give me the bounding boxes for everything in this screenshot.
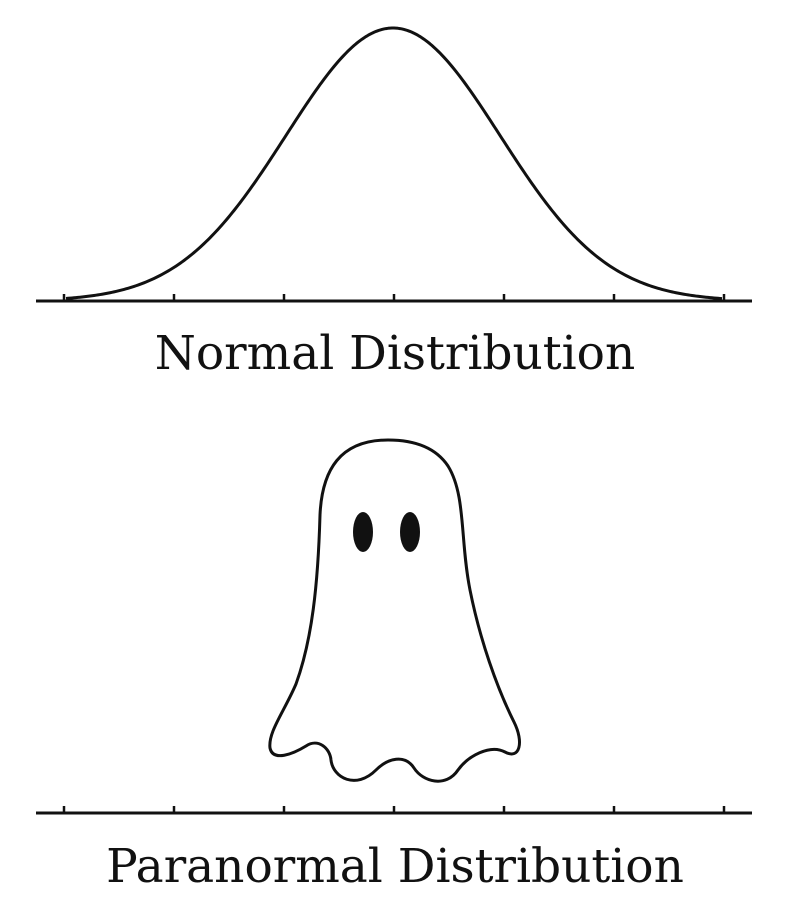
paranormal-distribution-caption: Paranormal Distribution <box>106 839 684 894</box>
ghost-body <box>268 438 521 783</box>
ghost-left-eye <box>353 512 373 552</box>
normal-distribution-caption: Normal Distribution <box>154 326 636 381</box>
ghost-right-eye <box>400 512 420 552</box>
normal-distribution-panel <box>36 26 752 303</box>
paranormal-axis-ticks <box>62 806 726 813</box>
paranormal-distribution-panel <box>36 438 752 815</box>
ghost-icon <box>268 438 521 783</box>
normal-axis-ticks <box>62 294 726 301</box>
bell-curve <box>65 26 723 301</box>
